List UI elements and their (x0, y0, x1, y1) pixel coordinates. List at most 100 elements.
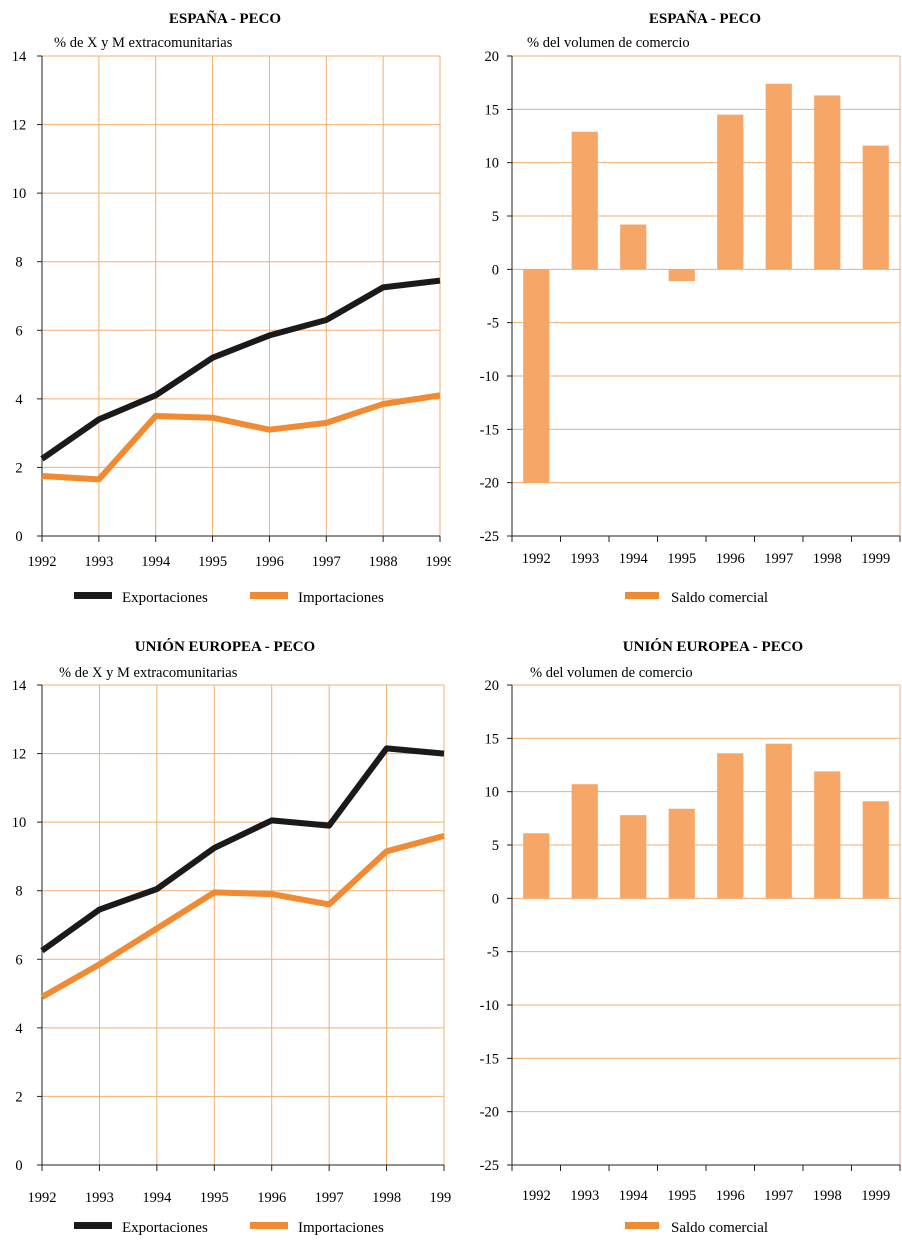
spain-bar-chart: ESPAÑA - PECO % del volumen de comercio -2… (451, 0, 902, 620)
bar-1994 (620, 224, 647, 270)
x-tick-label: 1994 (142, 1190, 172, 1206)
y-tick-label: 14 (12, 49, 27, 65)
series-line-importaciones (41, 392, 441, 483)
y-tick-label: 5 (492, 209, 499, 225)
x-tick-label: 1997 (764, 1188, 793, 1204)
y-tick-label: -20 (480, 1105, 499, 1121)
x-tick-label: 1995 (198, 554, 227, 570)
legend-swatch-importaciones (250, 1222, 288, 1229)
chart-title: UNIÓN EUROPEA - PECO (623, 638, 803, 655)
x-tick-label: 1995 (667, 551, 696, 567)
legend-label: Importaciones (298, 590, 384, 606)
chart-title: UNIÓN EUROPEA - PECO (135, 638, 315, 655)
x-tick-label: 1997 (312, 554, 341, 570)
y-tick-label: 2 (15, 460, 22, 476)
y-tick-label: 10 (12, 815, 27, 831)
x-tick-label: 1994 (141, 554, 171, 570)
bar-1998 (814, 771, 841, 899)
y-tick-label: -10 (480, 998, 499, 1014)
bar-1996 (717, 753, 744, 899)
x-tick-label: 1998 (813, 551, 842, 567)
y-tick-label: -15 (480, 1051, 499, 1067)
chart-svg: ESPAÑA - PECO % de X y M extracomunitaria… (12, 9, 455, 606)
y-tick-label: 10 (485, 785, 500, 801)
bar-1992 (523, 833, 550, 899)
x-tick-label: 1993 (570, 551, 599, 567)
bar-1995 (668, 269, 695, 282)
y-tick-label: 0 (492, 891, 499, 907)
y-tick-label: 8 (15, 884, 22, 900)
chart-title: ESPAÑA - PECO (169, 9, 281, 27)
legend-swatch-saldo (625, 592, 659, 599)
series-line-importaciones (40, 833, 445, 1000)
legend-label: Exportaciones (122, 1220, 208, 1236)
bar-1999 (862, 145, 889, 270)
bar-1999 (862, 801, 889, 899)
x-tick-label: 1988 (369, 554, 398, 570)
y-tick-label: 4 (15, 1021, 23, 1037)
y-tick-label: 10 (485, 156, 500, 172)
legend-swatch-saldo (625, 1222, 659, 1229)
x-tick-label: 1996 (257, 1190, 286, 1206)
y-tick-label: -10 (480, 369, 499, 385)
bar-1997 (765, 83, 792, 270)
y-tick-label: 5 (492, 838, 499, 854)
y-tick-label: 10 (12, 186, 27, 202)
x-tick-label: 1996 (716, 1188, 745, 1204)
bar-1993 (571, 784, 598, 899)
x-tick-label: 1992 (522, 1188, 551, 1204)
chart-title: ESPAÑA - PECO (649, 9, 761, 27)
legend-label: Saldo comercial (671, 590, 768, 606)
x-tick-label: 1999 (426, 554, 452, 570)
y-tick-label: 4 (15, 392, 23, 408)
eu-bar-chart: UNIÓN EUROPEA - PECO % del volumen de com… (451, 625, 902, 1238)
x-tick-label: 1992 (28, 554, 57, 570)
legend-label: Exportaciones (122, 590, 208, 606)
x-tick-label: 1998 (372, 1190, 401, 1206)
y-tick-label: 2 (15, 1089, 22, 1105)
y-tick-label: -5 (487, 316, 499, 332)
y-tick-label: 6 (15, 323, 22, 339)
y-axis-label: % de X y M extracomunitarias (54, 35, 233, 51)
x-tick-label: 1997 (764, 551, 793, 567)
x-tick-label: 1992 (28, 1190, 57, 1206)
y-axis-label: % del volumen de comercio (527, 35, 690, 51)
x-tick-label: 1995 (200, 1190, 229, 1206)
bar-1996 (717, 114, 744, 270)
x-tick-label: 1993 (85, 1190, 114, 1206)
bar-1993 (571, 131, 598, 270)
legend-swatch-importaciones (250, 592, 288, 599)
legend-swatch-exportaciones (74, 1222, 112, 1229)
x-tick-label: 1994 (619, 1188, 649, 1204)
bar-1992 (523, 269, 550, 483)
y-tick-label: 20 (485, 49, 500, 65)
x-tick-label: 1999 (861, 1188, 890, 1204)
bar-1995 (668, 808, 695, 899)
y-tick-label: 14 (12, 678, 27, 694)
bar-1997 (765, 743, 792, 899)
x-tick-label: 1999 (430, 1190, 452, 1206)
y-axis-label: % de X y M extracomunitarias (59, 665, 238, 681)
y-tick-label: -15 (480, 422, 499, 438)
y-tick-label: 0 (15, 529, 22, 545)
y-tick-label: 15 (485, 731, 500, 747)
y-tick-label: -5 (487, 945, 499, 961)
chart-svg: UNIÓN EUROPEA - PECO % del volumen de com… (480, 638, 901, 1236)
x-tick-label: 1997 (315, 1190, 344, 1206)
legend-swatch-exportaciones (74, 592, 112, 599)
y-tick-label: 20 (485, 678, 500, 694)
y-tick-label: -20 (480, 476, 499, 492)
x-tick-label: 1999 (861, 551, 890, 567)
x-tick-label: 1996 (255, 554, 284, 570)
legend-label: Saldo comercial (671, 1220, 768, 1236)
spain-line-chart: ESPAÑA - PECO % de X y M extracomunitaria… (0, 0, 455, 620)
y-tick-label: -25 (480, 529, 499, 545)
y-tick-label: 12 (12, 118, 27, 134)
x-tick-label: 1992 (522, 551, 551, 567)
series-line-exportaciones (40, 277, 441, 462)
y-tick-label: 12 (12, 747, 27, 763)
bar-1994 (620, 815, 647, 899)
y-tick-label: 6 (15, 952, 22, 968)
x-tick-label: 1996 (716, 551, 745, 567)
x-tick-label: 1995 (667, 1188, 696, 1204)
